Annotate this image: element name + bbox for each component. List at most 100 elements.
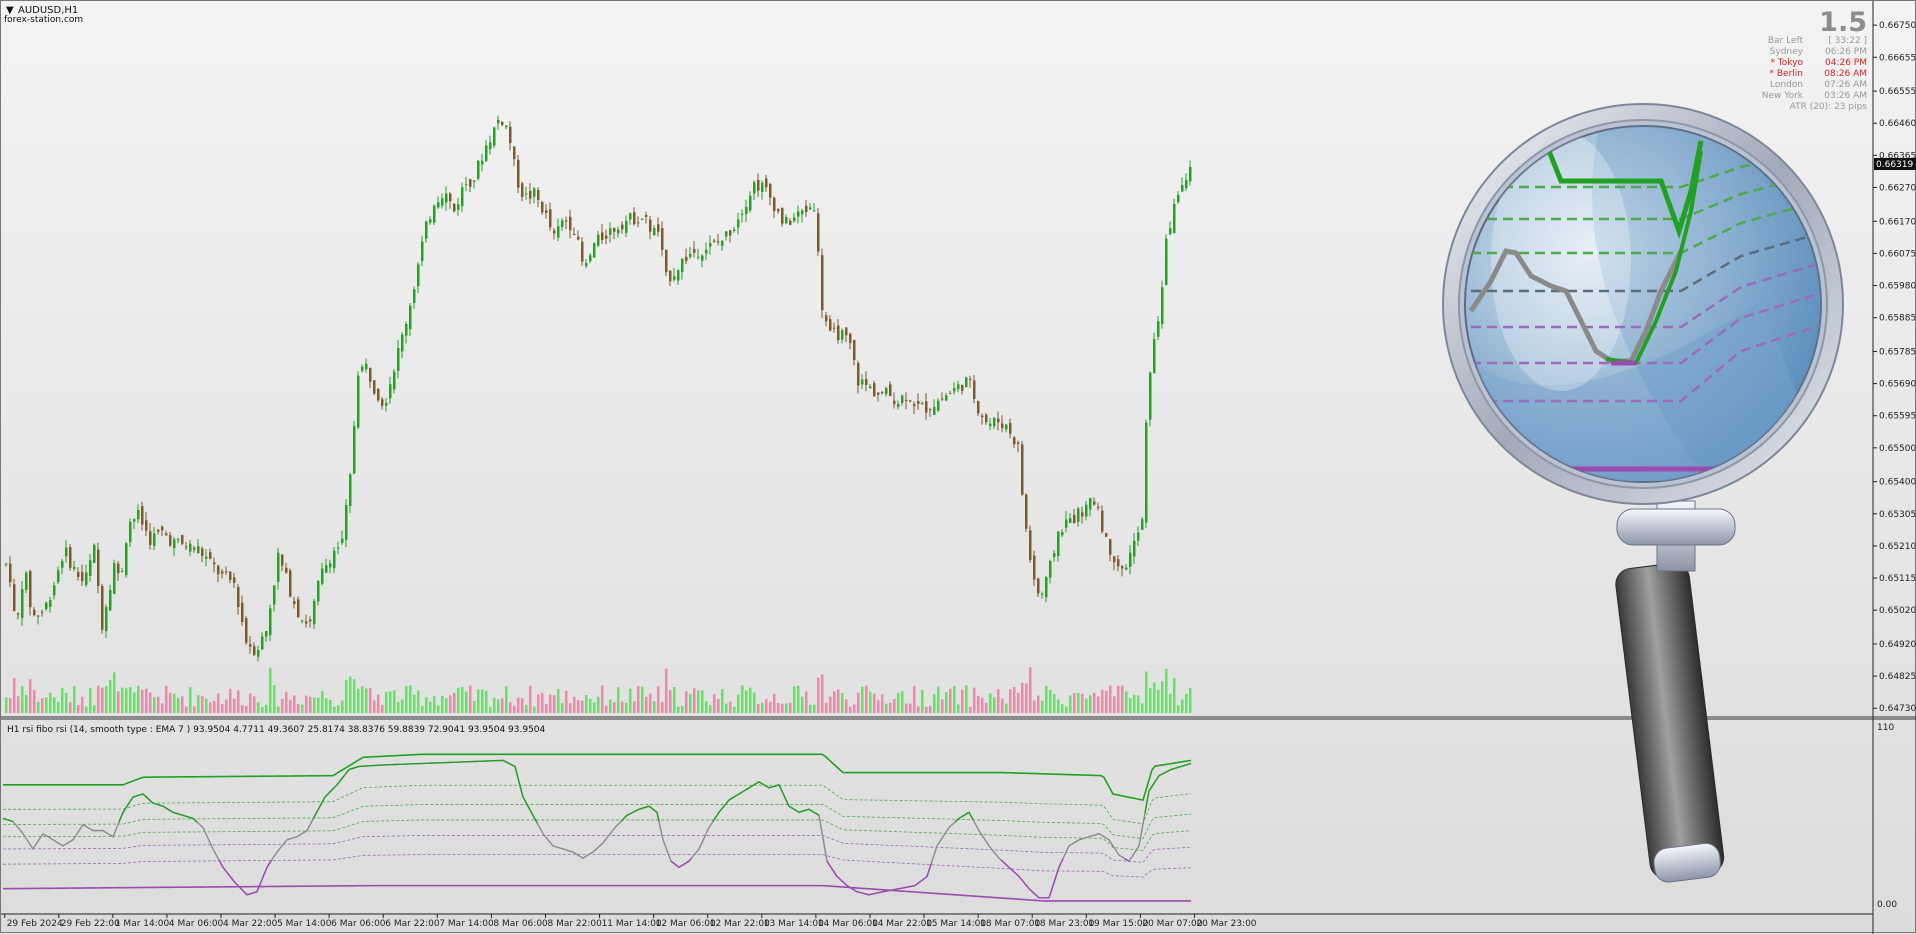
volume-bar xyxy=(141,689,144,713)
volume-bar xyxy=(489,706,492,713)
volume-bar xyxy=(29,679,32,713)
price-axis[interactable]: 0.66750 0.66655 0.66555 0.66460 0.66365 0.662… xyxy=(1873,21,1916,714)
volume-bar xyxy=(625,702,628,713)
time-tick-label: 13 Mar 14:00 xyxy=(764,919,824,929)
candle-body xyxy=(777,208,780,212)
candle-body xyxy=(933,406,936,415)
price-tick-label: 0.65400 xyxy=(1879,478,1916,488)
rsi-fibo-indicator[interactable] xyxy=(2,753,1192,902)
volume-bar xyxy=(841,692,844,713)
candle-body xyxy=(1085,504,1088,517)
volume-bar xyxy=(1017,692,1020,713)
price-tick-label: 0.64825 xyxy=(1879,672,1916,682)
volume-bar xyxy=(633,701,636,713)
volume-bar xyxy=(813,704,816,713)
volume-bar xyxy=(765,698,768,713)
price-tick-label: 0.66075 xyxy=(1879,249,1916,259)
session-value: 04:26 PM xyxy=(1825,58,1867,68)
lens-rsi-upper xyxy=(1546,140,1704,239)
candle-body xyxy=(73,567,76,569)
volume-bar xyxy=(725,703,728,713)
time-tick-label: 14 Mar 06:00 xyxy=(818,919,878,929)
volume-bar xyxy=(521,697,524,713)
candle-body xyxy=(961,384,964,391)
candle-body xyxy=(525,193,528,195)
volume-bar xyxy=(961,689,964,713)
candle-body xyxy=(741,213,744,215)
candle-body xyxy=(221,571,224,574)
collapse-triangle-icon[interactable]: ▼ xyxy=(6,5,14,16)
volume-bar xyxy=(717,698,720,713)
candle-body xyxy=(301,620,304,622)
volume-bar xyxy=(957,704,960,713)
volume-bar xyxy=(941,699,944,713)
candle-body xyxy=(169,535,172,546)
candle-body xyxy=(977,400,980,414)
candle-body xyxy=(241,602,244,623)
volume-bar xyxy=(177,697,180,713)
volume-bar xyxy=(261,706,264,713)
volume-bar xyxy=(21,686,24,713)
volume-bar xyxy=(1057,699,1060,713)
volume-bar xyxy=(829,696,832,713)
rsi-line-bull-segment xyxy=(2,759,1192,824)
candle-body xyxy=(1081,512,1084,517)
price-tick-label: 0.65885 xyxy=(1879,314,1916,324)
candle-body xyxy=(469,179,472,187)
candle-body xyxy=(709,243,712,247)
candle-body xyxy=(1105,533,1108,537)
volume-bar xyxy=(1129,697,1132,713)
candle-body xyxy=(389,384,392,399)
volume-bar xyxy=(1093,693,1096,713)
time-tick-label: 12 Mar 06:00 xyxy=(656,919,716,929)
candle-body xyxy=(85,572,88,585)
volume-bar xyxy=(205,698,208,713)
volume-bar xyxy=(317,697,320,713)
candle-body xyxy=(445,193,448,203)
volume-bar xyxy=(665,668,668,713)
volume-bar xyxy=(1145,671,1148,713)
volume-bar xyxy=(97,685,100,713)
price-tick-label: 0.65595 xyxy=(1879,412,1916,422)
candle-body xyxy=(413,289,416,303)
volume-bar xyxy=(89,687,92,713)
candle-body xyxy=(997,418,1000,423)
candle-body xyxy=(1181,184,1184,192)
candle-body xyxy=(789,220,792,225)
volume-bar xyxy=(1165,668,1168,713)
volume-bar xyxy=(793,686,796,713)
candle-body xyxy=(1125,567,1128,570)
candlestick-series[interactable] xyxy=(5,115,1192,662)
candle-body xyxy=(537,190,540,200)
volume-bar xyxy=(889,702,892,713)
time-tick-label: 4 Mar 06:00 xyxy=(169,919,224,929)
candle-body xyxy=(1177,194,1180,203)
volume-bar xyxy=(477,689,480,713)
candle-body xyxy=(329,563,332,568)
volume-bar xyxy=(609,699,612,713)
volume-bar xyxy=(681,705,684,713)
candle-body xyxy=(281,554,284,566)
candle-body xyxy=(197,546,200,554)
volume-bar xyxy=(473,700,476,713)
candle-body xyxy=(565,220,568,222)
volume-bar xyxy=(1029,667,1032,713)
candle-body xyxy=(397,348,400,371)
volume-bar xyxy=(797,685,800,713)
volume-bar xyxy=(237,690,240,713)
candle-body xyxy=(645,215,648,217)
volume-bar xyxy=(917,706,920,713)
candle-body xyxy=(505,125,508,128)
volume-bar xyxy=(1077,692,1080,713)
time-tick-label: 18 Mar 23:00 xyxy=(1034,919,1094,929)
volume-bar xyxy=(649,693,652,713)
volume-bar xyxy=(805,691,808,713)
volume-bar xyxy=(345,679,348,713)
candle-body xyxy=(1133,540,1136,557)
volume-bar xyxy=(701,690,704,713)
volume-bar xyxy=(581,700,584,713)
candle-body xyxy=(1097,506,1100,509)
